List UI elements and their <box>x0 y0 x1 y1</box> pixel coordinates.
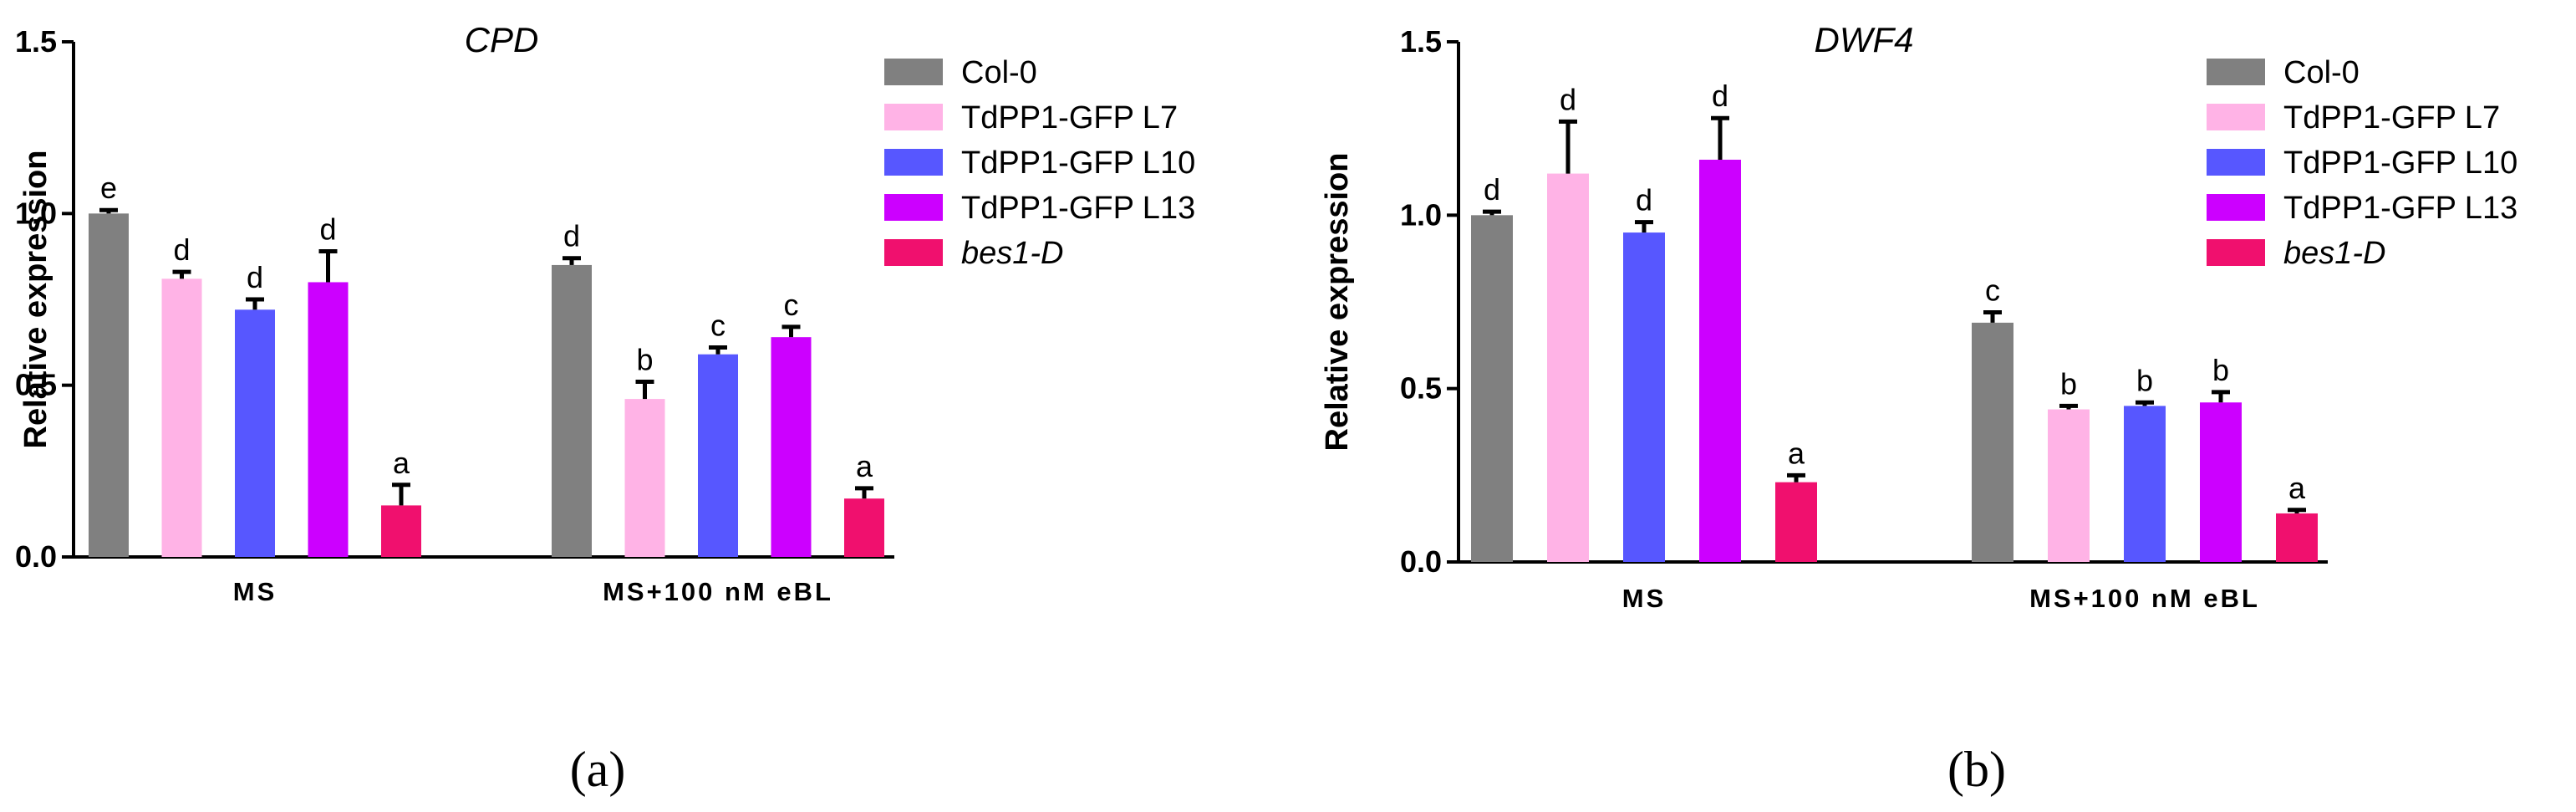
legend-label: TdPP1-GFP L13 <box>961 191 1195 226</box>
y-tick-label: 0.5 <box>1400 371 1442 406</box>
y-tick-label: 1.0 <box>15 196 57 230</box>
significance-label: d <box>247 260 263 294</box>
legend-swatch <box>2207 194 2265 221</box>
legend-swatch <box>2207 104 2265 130</box>
significance-label: e <box>100 171 117 205</box>
legend-swatch <box>2207 149 2265 176</box>
x-category-label: MS <box>1622 584 1667 613</box>
y-tick-label: 0.5 <box>15 368 57 402</box>
bar <box>161 278 202 557</box>
legend-label: TdPP1-GFP L7 <box>2283 100 2500 135</box>
legend-label: TdPP1-GFP L13 <box>2283 191 2517 226</box>
bar <box>844 498 884 557</box>
chart-panel-1: DWF4 0.0 0.5 1.0 1.5 Relative expression d d d d a… <box>1320 20 2517 797</box>
bar <box>698 354 738 557</box>
significance-label: c <box>1985 273 2000 307</box>
chart-panel-0: CPD 0.0 0.5 1.0 1.5 Relative expression e d d d a M… <box>15 20 1195 797</box>
bar <box>1471 215 1513 562</box>
bar <box>235 309 275 557</box>
legend-label: bes1-D <box>2283 236 2386 271</box>
significance-label: b <box>2212 353 2229 387</box>
legend-label: Col-0 <box>961 55 1037 90</box>
significance-label: d <box>173 232 190 267</box>
legend-swatch <box>884 104 943 130</box>
y-axis-title: Relative expression <box>1320 153 1355 452</box>
significance-label: a <box>2288 471 2306 505</box>
legend-label: Col-0 <box>2283 55 2360 90</box>
bar <box>1547 173 1589 562</box>
legend: Col-0 TdPP1-GFP L7 TdPP1-GFP L10 TdPP1-GFP … <box>884 55 1195 271</box>
significance-label: b <box>636 343 653 377</box>
significance-label: b <box>2136 363 2153 397</box>
bar <box>2276 513 2318 562</box>
x-category-label: MS+100 nM eBL <box>2029 584 2260 613</box>
legend-label: TdPP1-GFP L10 <box>961 146 1195 181</box>
panel-label: (a) <box>570 742 626 797</box>
significance-label: d <box>563 219 580 253</box>
significance-label: d <box>1712 79 1728 113</box>
legend-swatch <box>884 59 943 85</box>
legend-swatch <box>884 239 943 266</box>
panel-label: (b) <box>1947 742 2006 797</box>
legend-label: bes1-D <box>961 236 1064 271</box>
significance-label: a <box>393 446 410 480</box>
y-tick-label: 0.0 <box>15 539 57 574</box>
bar <box>2048 409 2090 562</box>
significance-label: a <box>856 449 873 483</box>
legend-label: TdPP1-GFP L7 <box>961 100 1178 135</box>
legend-swatch <box>884 149 943 176</box>
y-tick-label: 1.0 <box>1400 197 1442 232</box>
bar <box>1972 322 2013 562</box>
x-category-label: MS+100 nM eBL <box>603 577 833 606</box>
significance-label: b <box>2060 366 2077 401</box>
bar <box>1775 482 1817 562</box>
bar <box>1623 232 1665 562</box>
legend: Col-0 TdPP1-GFP L7 TdPP1-GFP L10 TdPP1-GFP … <box>2207 55 2517 271</box>
bar <box>552 264 592 557</box>
chart-title: CPD <box>465 20 539 59</box>
bar <box>308 282 349 557</box>
bar <box>1699 159 1741 562</box>
significance-label: a <box>1788 436 1805 470</box>
y-axis-title: Relative expression <box>18 151 53 449</box>
x-category-label: MS <box>233 577 277 606</box>
significance-label: c <box>784 288 799 322</box>
chart-title: DWF4 <box>1815 20 1914 59</box>
legend-label: TdPP1-GFP L10 <box>2283 146 2517 181</box>
bar <box>2124 406 2166 562</box>
bar <box>2200 402 2242 562</box>
significance-label: d <box>319 212 336 247</box>
legend-swatch <box>884 194 943 221</box>
legend-swatch <box>2207 59 2265 85</box>
y-tick-label: 1.5 <box>1400 24 1442 59</box>
significance-label: c <box>710 308 725 342</box>
y-tick-label: 1.5 <box>15 24 57 59</box>
significance-label: d <box>1560 82 1576 116</box>
bar <box>89 213 129 558</box>
y-tick-label: 0.0 <box>1400 544 1442 579</box>
bar <box>381 505 421 557</box>
significance-label: d <box>1636 183 1652 217</box>
bar <box>624 399 665 557</box>
legend-swatch <box>2207 239 2265 266</box>
significance-label: d <box>1484 172 1500 207</box>
bar <box>771 337 812 557</box>
